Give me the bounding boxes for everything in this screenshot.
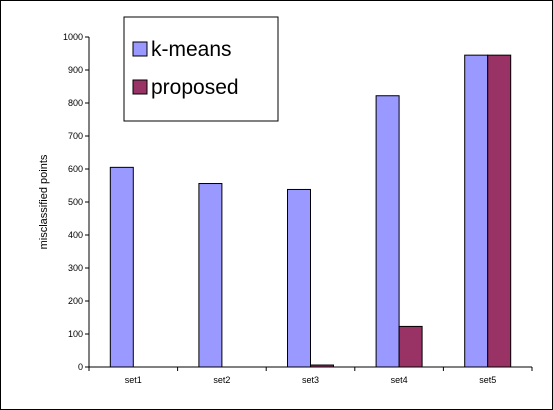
y-tick-label: 1000 [63,32,83,42]
legend-box [123,16,279,122]
x-tick-label: set2 [213,375,230,385]
x-tick-label: set1 [125,375,142,385]
y-tick-label: 300 [68,263,83,273]
bar-proposed-set5 [487,54,512,368]
y-tick-label: 0 [78,362,83,372]
x-axis-ticks: set1 set2 set3 set4 set5 [88,367,533,385]
y-tick-label: 100 [68,329,83,339]
y-tick-label: 800 [68,98,83,108]
y-tick-label: 600 [68,164,83,174]
x-tick-label: set4 [391,375,408,385]
y-axis-ticks: 0 100 200 300 400 500 600 700 800 900 1000 [63,32,89,372]
x-tick-label: set3 [302,375,319,385]
y-tick-label: 700 [68,131,83,141]
legend: k-means proposed [123,16,279,122]
y-tick-label: 400 [68,230,83,240]
y-tick-label: 200 [68,296,83,306]
legend-swatch [132,41,148,57]
legend-label: proposed [151,76,239,99]
bar-k-means-set5 [464,54,489,368]
bar-k-means-set3 [287,188,311,368]
y-tick-label: 900 [68,65,83,75]
x-tick-label: set5 [479,375,496,385]
bar-k-means-set2 [198,183,223,368]
bar-k-means-set4 [375,95,400,368]
legend-swatch [132,79,148,95]
y-tick-label: 500 [68,197,83,207]
legend-label: k-means [151,38,232,61]
bar-k-means-set1 [109,166,134,368]
y-axis-title: misclassified points [38,154,50,249]
bar-proposed-set4 [398,325,423,368]
